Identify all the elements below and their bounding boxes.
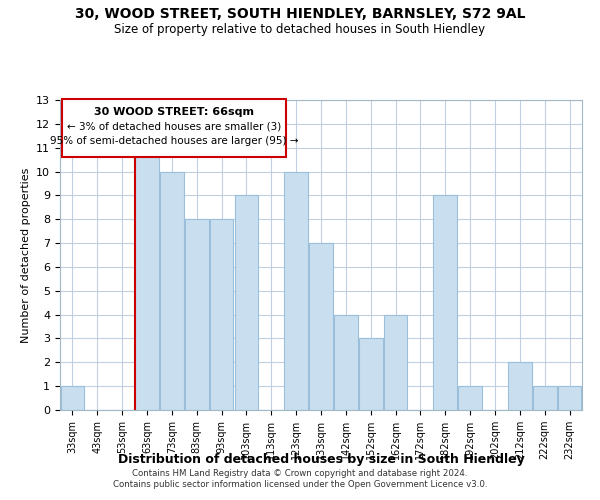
Text: Contains HM Land Registry data © Crown copyright and database right 2024.: Contains HM Land Registry data © Crown c… — [132, 468, 468, 477]
Text: Distribution of detached houses by size in South Hiendley: Distribution of detached houses by size … — [118, 452, 524, 466]
Y-axis label: Number of detached properties: Number of detached properties — [20, 168, 31, 342]
Bar — [433, 196, 457, 410]
Bar — [309, 243, 333, 410]
Bar — [135, 148, 159, 410]
Bar — [558, 386, 581, 410]
Bar — [235, 196, 258, 410]
Bar — [284, 172, 308, 410]
Text: Size of property relative to detached houses in South Hiendley: Size of property relative to detached ho… — [115, 22, 485, 36]
Bar — [334, 314, 358, 410]
Bar — [160, 172, 184, 410]
Text: 30, WOOD STREET, SOUTH HIENDLEY, BARNSLEY, S72 9AL: 30, WOOD STREET, SOUTH HIENDLEY, BARNSLE… — [75, 8, 525, 22]
Bar — [359, 338, 383, 410]
Bar — [185, 219, 209, 410]
Text: 30 WOOD STREET: 66sqm: 30 WOOD STREET: 66sqm — [94, 107, 254, 117]
Bar — [508, 362, 532, 410]
Bar — [458, 386, 482, 410]
FancyBboxPatch shape — [62, 99, 286, 157]
Text: ← 3% of detached houses are smaller (3): ← 3% of detached houses are smaller (3) — [67, 122, 281, 132]
Text: 95% of semi-detached houses are larger (95) →: 95% of semi-detached houses are larger (… — [50, 136, 299, 146]
Bar — [61, 386, 84, 410]
Bar — [533, 386, 557, 410]
Text: Contains public sector information licensed under the Open Government Licence v3: Contains public sector information licen… — [113, 480, 487, 489]
Bar — [210, 219, 233, 410]
Bar — [384, 314, 407, 410]
